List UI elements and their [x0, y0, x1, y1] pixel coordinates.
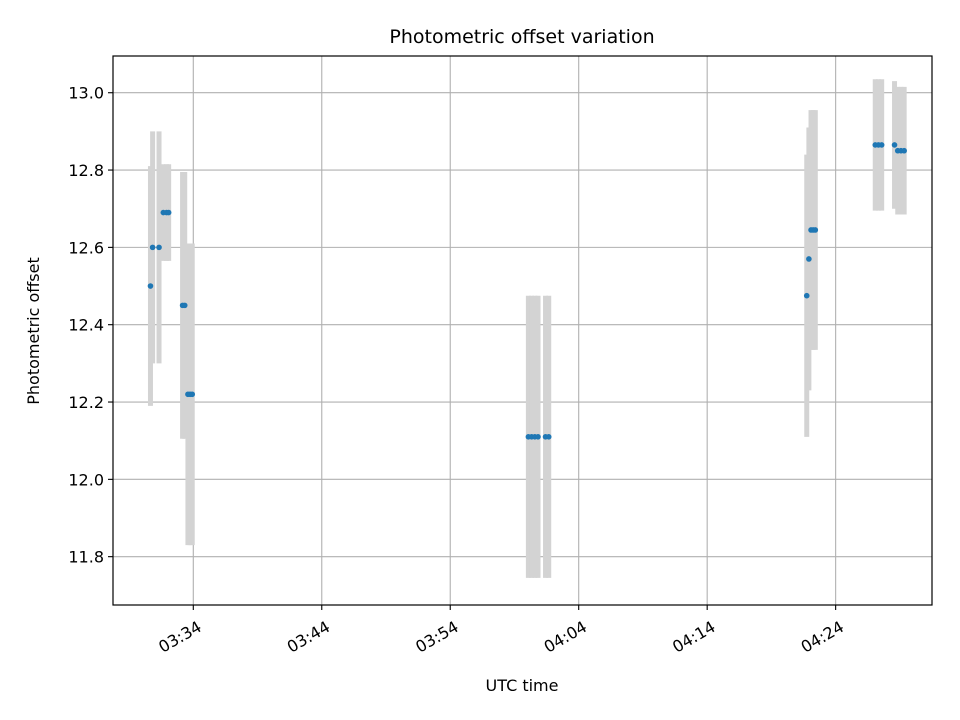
data-point — [545, 434, 552, 440]
data-point — [901, 147, 907, 154]
y-tick-label: 12.6 — [68, 238, 104, 257]
data-point — [147, 283, 154, 289]
chart-title: Photometric offset variation — [389, 26, 654, 48]
data-point — [149, 244, 156, 251]
data-point — [812, 227, 819, 233]
y-axis: 11.8 12.0 12.2 12.4 12.6 12.8 13.0 — [68, 84, 113, 567]
data-point — [165, 209, 172, 216]
y-tick-label: 12.4 — [68, 316, 104, 335]
grid — [113, 56, 932, 605]
x-axis-title: UTC time — [486, 676, 559, 695]
data-point — [181, 302, 188, 309]
data-points — [147, 142, 907, 440]
y-tick-label: 13.0 — [68, 84, 104, 103]
y-tick-label: 12.0 — [68, 470, 104, 489]
data-point — [803, 292, 810, 299]
y-tick-label: 12.2 — [68, 393, 104, 412]
data-point — [156, 244, 162, 251]
y-tick-label: 11.8 — [68, 548, 104, 567]
data-point — [878, 142, 885, 148]
data-point — [189, 391, 196, 398]
y-axis-title: Photometric offset — [24, 257, 43, 405]
plot-frame — [112, 55, 933, 606]
data-point — [891, 142, 898, 148]
data-point — [806, 256, 812, 262]
y-tick-label: 12.8 — [68, 161, 104, 180]
data-point — [535, 434, 541, 440]
